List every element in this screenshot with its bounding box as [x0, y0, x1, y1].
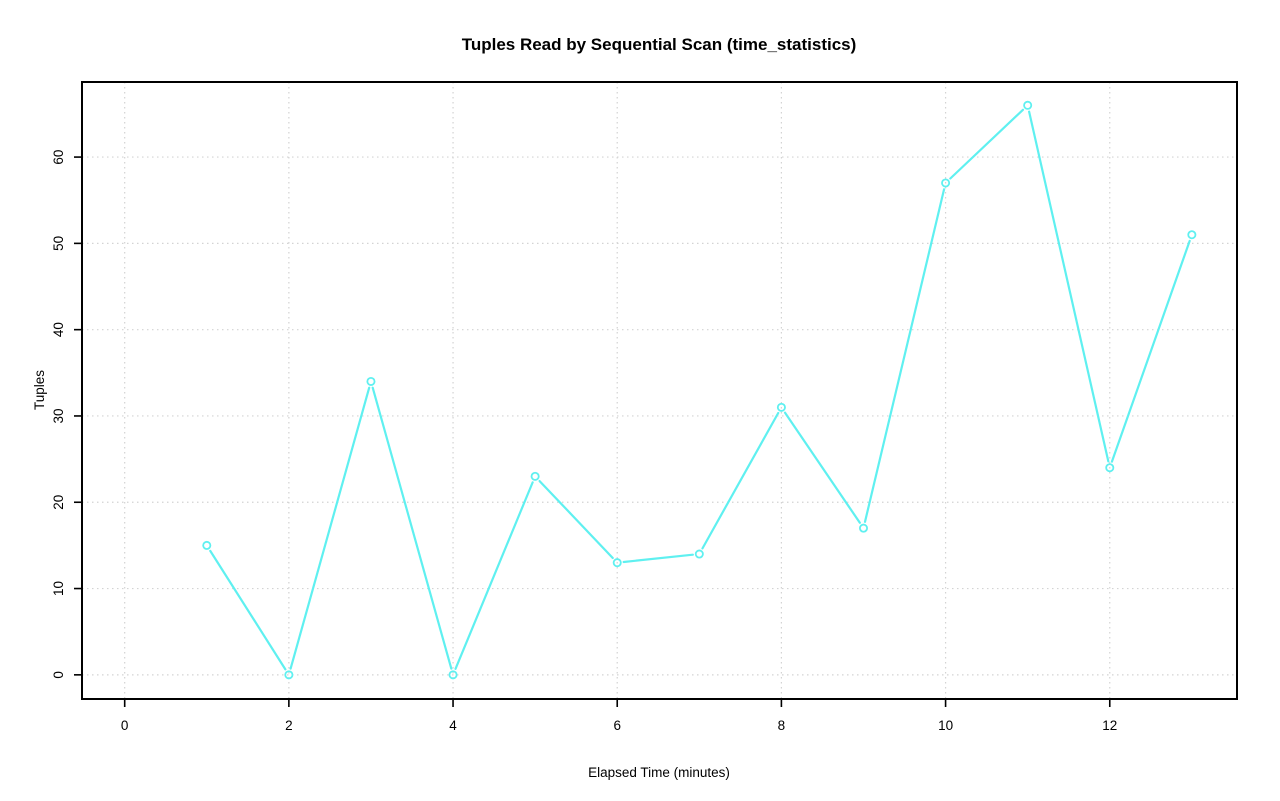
series-segment — [371, 386, 453, 670]
data-point — [858, 523, 868, 533]
series-segment — [209, 549, 287, 671]
data-point — [1023, 100, 1033, 110]
data-points — [202, 100, 1197, 680]
y-tick-label: 60 — [51, 150, 66, 165]
y-tick-label: 40 — [51, 322, 66, 337]
series-segment — [1028, 110, 1110, 463]
y-tick-label: 30 — [51, 408, 66, 423]
series-segment — [863, 188, 946, 523]
data-point — [612, 558, 622, 568]
data-point — [776, 402, 786, 412]
y-tick-label: 50 — [51, 236, 66, 251]
series-segment — [1110, 239, 1191, 463]
axis-ticks: 0 2 4 6 8 10 12 0 10 20 30 40 50 60 — [51, 150, 1117, 733]
data-point — [941, 178, 951, 188]
series-line — [209, 108, 1191, 671]
series-segment — [622, 553, 694, 564]
x-tick-label: 12 — [1102, 718, 1117, 733]
x-tick-label: 6 — [613, 718, 621, 733]
y-tick-label: 10 — [51, 581, 66, 596]
y-tick-label: 0 — [51, 671, 66, 679]
series-segment — [289, 386, 371, 670]
series-segment — [538, 479, 614, 560]
data-point — [366, 376, 376, 386]
chart-title: Tuples Read by Sequential Scan (time_sta… — [462, 35, 857, 54]
y-axis-label: Tuples — [32, 370, 47, 410]
series-segment — [454, 481, 534, 670]
data-point — [1105, 463, 1115, 473]
series-segment — [949, 108, 1025, 180]
data-point — [694, 549, 704, 559]
y-tick-label: 20 — [51, 495, 66, 510]
x-axis-label: Elapsed Time (minutes) — [588, 765, 730, 780]
x-tick-label: 4 — [449, 718, 457, 733]
data-point — [448, 670, 458, 680]
x-tick-label: 2 — [285, 718, 293, 733]
series-segment — [701, 411, 780, 550]
data-point — [1187, 230, 1197, 240]
series-segment — [783, 411, 861, 524]
plot-border — [81, 81, 1238, 700]
data-point — [202, 540, 212, 550]
data-point — [284, 670, 294, 680]
x-tick-label: 0 — [121, 718, 129, 733]
data-point — [530, 471, 540, 481]
x-tick-label: 10 — [938, 718, 953, 733]
x-tick-label: 8 — [778, 718, 786, 733]
gridlines — [82, 82, 1237, 699]
